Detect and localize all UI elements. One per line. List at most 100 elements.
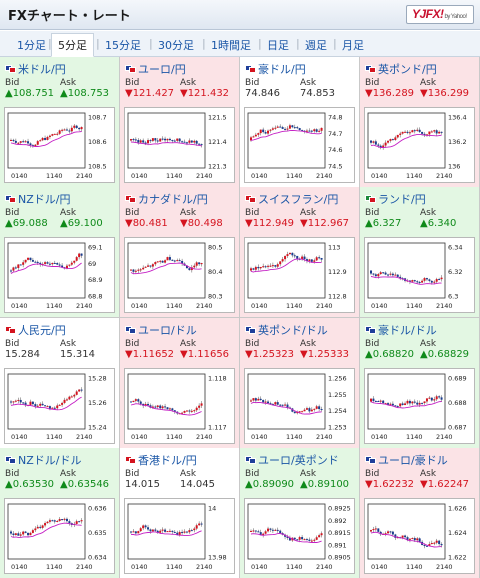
pair-name-link[interactable]: 豪ドル/ドル xyxy=(365,322,437,338)
chart-frame xyxy=(127,112,206,169)
candle-body xyxy=(27,257,30,260)
mini-chart[interactable]: 1.118 1.117 0140 1140 2140 xyxy=(124,368,235,444)
candle-body xyxy=(408,400,411,404)
bid-label: Bid xyxy=(365,469,380,479)
pair-card[interactable]: 米ドル/円 Bid ▲108.751 Ask ▲108.753 108.7 108.6 108… xyxy=(0,57,119,187)
pair-card[interactable]: ランド/円 Bid ▲6.327 Ask ▲6.340 6.34 6.32 6.3 0140 11… xyxy=(360,187,479,317)
y-tick-label: 108.7 xyxy=(88,114,107,122)
tab-6[interactable]: 週足 xyxy=(305,39,327,52)
candle-body xyxy=(315,129,318,132)
x-tick-label: 2140 xyxy=(316,563,333,571)
candle-body xyxy=(80,127,83,130)
pair-name-link[interactable]: スイスフラン/円 xyxy=(245,191,338,207)
candle-body xyxy=(139,269,142,271)
candle-body xyxy=(12,533,15,535)
pair-card[interactable]: 英ポンド/円 Bid ▼136.289 Ask ▼136.299 136.4 136.2 13… xyxy=(360,57,479,187)
pair-card[interactable]: NZドル/ドル Bid ▲0.63530 Ask ▲0.63546 0.636 0.635 0… xyxy=(0,448,119,578)
pair-name-link[interactable]: ユーロ/ドル xyxy=(125,322,197,338)
tab-1[interactable]: 5分足 xyxy=(51,33,94,57)
pair-name-link[interactable]: ユーロ/英ポンド xyxy=(245,452,339,468)
tab-2[interactable]: 15分足 xyxy=(105,39,141,52)
mini-chart[interactable]: 136.4 136.2 136 0140 1140 2140 xyxy=(364,107,475,183)
y-tick-label: 0.689 xyxy=(448,375,467,383)
mini-chart[interactable]: 6.34 6.32 6.3 0140 1140 2140 xyxy=(364,237,475,313)
candle-body xyxy=(142,525,145,529)
candle-body xyxy=(73,125,76,128)
candle-body xyxy=(396,134,399,138)
pair-name-link[interactable]: 豪ドル/円 xyxy=(245,61,306,77)
mini-chart[interactable]: 15.28 15.26 15.24 0140 1140 2140 xyxy=(4,368,115,444)
candle-body xyxy=(379,145,382,148)
pair-name-link[interactable]: NZドル/円 xyxy=(5,191,70,207)
candle-body xyxy=(10,139,12,141)
pair-name-link[interactable]: 英ポンド/円 xyxy=(365,61,437,77)
pair-name-link[interactable]: ランド/円 xyxy=(365,191,426,207)
candle-body xyxy=(183,410,186,413)
candle-body xyxy=(22,262,25,265)
candle-body xyxy=(17,142,20,144)
pair-card[interactable]: カナダドル/円 Bid ▼80.481 Ask ▼80.498 80.5 80.4 80.3 0… xyxy=(120,187,239,317)
y-tick-label: 121.3 xyxy=(208,163,227,171)
candle-body xyxy=(44,137,47,140)
pair-name-link[interactable]: 香港ドル/円 xyxy=(125,452,197,468)
mini-chart[interactable]: 0.8925 0.892 0.8915 0.891 0.8905 0140 1140 2140 xyxy=(244,498,355,574)
pair-name: 人民元/円 xyxy=(18,324,66,337)
mini-chart[interactable]: 113 112.9 112.8 0140 1140 2140 xyxy=(244,237,355,313)
bid-label: Bid xyxy=(245,339,260,349)
pair-name-link[interactable]: 米ドル/円 xyxy=(5,61,66,77)
candle-body xyxy=(284,404,287,406)
pair-name-link[interactable]: ユーロ/豪ドル xyxy=(365,452,448,468)
tab-4[interactable]: 1時間足 xyxy=(211,39,251,52)
pair-name-link[interactable]: カナダドル/円 xyxy=(125,191,208,207)
candle-body xyxy=(372,273,375,275)
pair-name-link[interactable]: ユーロ/円 xyxy=(125,61,186,77)
mini-chart[interactable]: 1.256 1.255 1.254 1.253 0140 1140 2140 xyxy=(244,368,355,444)
candle-body xyxy=(377,274,380,277)
pair-card[interactable]: ユーロ/ドル Bid ▼1.11652 Ask ▼1.11656 1.118 1.117 01… xyxy=(120,318,239,448)
mini-chart[interactable]: 14 13.98 0140 1140 2140 xyxy=(124,498,235,574)
candle-body xyxy=(46,406,49,408)
candle-body xyxy=(46,262,49,264)
tab-0[interactable]: 1分足 xyxy=(17,39,46,52)
pair-card[interactable]: 豪ドル/ドル Bid ▲0.68820 Ask ▲0.68829 0.689 0.688 0.… xyxy=(360,318,479,448)
pair-card[interactable]: ユーロ/円 Bid ▼121.427 Ask ▼121.432 121.5 121.4 121… xyxy=(120,57,239,187)
mini-chart[interactable]: 69.1 69 68.9 68.8 0140 1140 2140 xyxy=(4,237,115,313)
yjfx-logo[interactable]: YJFX!by Yahoo! xyxy=(406,5,474,24)
tab-5[interactable]: 日足 xyxy=(267,39,289,52)
candle-body xyxy=(271,128,274,130)
mini-chart[interactable]: 80.5 80.4 80.3 0140 1140 2140 xyxy=(124,237,235,313)
pair-card[interactable]: 英ポンド/ドル Bid ▼1.25323 Ask ▼1.25333 1.256 1.255 1… xyxy=(240,318,359,448)
tab-3[interactable]: 30分足 xyxy=(158,39,194,52)
pair-card[interactable]: ユーロ/豪ドル Bid ▼1.62232 Ask ▼1.62247 1.626 1.624 1… xyxy=(360,448,479,578)
pair-card[interactable]: 人民元/円 Bid 15.284 Ask 15.314 15.28 15.26 15.24 01… xyxy=(0,318,119,448)
candle-body xyxy=(384,142,387,146)
bid-value: ▲0.63530 xyxy=(5,479,55,490)
candle-body xyxy=(188,530,191,533)
pair-card[interactable]: 香港ドル/円 Bid 14.015 Ask 14.045 14 13.98 0140 1140 2… xyxy=(120,448,239,578)
candle-body xyxy=(190,267,193,271)
pair-card[interactable]: スイスフラン/円 Bid ▼112.949 Ask ▼112.967 113 112.9 11… xyxy=(240,187,359,317)
ask-label: Ask xyxy=(300,339,317,349)
pair-name-link[interactable]: 人民元/円 xyxy=(5,322,66,338)
pair-name-link[interactable]: NZドル/ドル xyxy=(5,452,81,468)
candle-body xyxy=(159,260,162,262)
mini-chart[interactable]: 121.5 121.4 121.3 0140 1140 2140 xyxy=(124,107,235,183)
mini-chart[interactable]: 0.689 0.688 0.687 0140 1140 2140 xyxy=(364,368,475,444)
bid-label: Bid xyxy=(245,208,260,218)
candle-body xyxy=(190,530,193,532)
mini-chart[interactable]: 74.8 74.7 74.6 74.5 0140 1140 2140 xyxy=(244,107,355,183)
candle-body xyxy=(430,397,433,401)
pair-card[interactable]: ユーロ/英ポンド Bid ▲0.89090 Ask ▲0.89100 0.8925 0.89… xyxy=(240,448,359,578)
tab-7[interactable]: 月足 xyxy=(342,39,364,52)
candle-body xyxy=(156,261,159,263)
candle-body xyxy=(173,410,176,412)
mini-chart[interactable]: 1.626 1.624 1.622 0140 1140 2140 xyxy=(364,498,475,574)
mini-chart[interactable]: 108.7 108.6 108.5 0140 1140 2140 xyxy=(4,107,115,183)
pair-card[interactable]: NZドル/円 Bid ▲69.088 Ask ▲69.100 69.1 69 68.9 68.8… xyxy=(0,187,119,317)
candle-body xyxy=(391,531,394,535)
pair-name: 英ポンド/円 xyxy=(378,63,437,76)
pair-card[interactable]: 豪ドル/円 Bid 74.846 Ask 74.853 74.8 74.7 74.6 74.5 0… xyxy=(240,57,359,187)
pair-name-link[interactable]: 英ポンド/ドル xyxy=(245,322,328,338)
mini-chart[interactable]: 0.636 0.635 0.634 0140 1140 2140 xyxy=(4,498,115,574)
y-tick-label: 74.8 xyxy=(328,114,342,122)
